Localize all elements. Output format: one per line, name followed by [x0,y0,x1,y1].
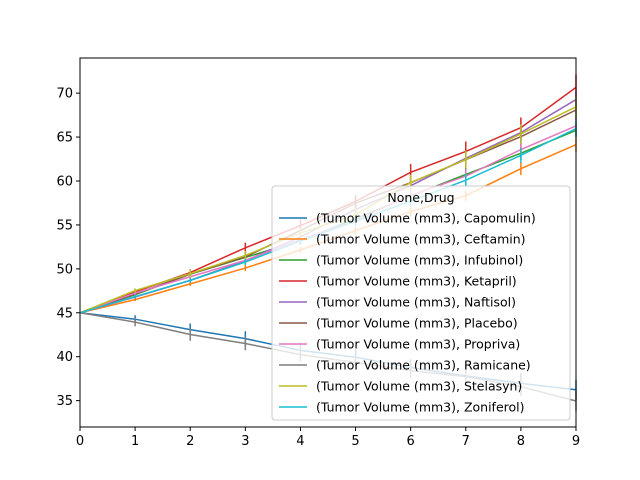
legend: None,Drug (Tumor Volume (mm3), Capomulin)… [271,185,571,421]
legend-item: (Tumor Volume (mm3), Ramicane) [279,358,531,373]
legend-item: (Tumor Volume (mm3), Stelasyn) [279,379,522,394]
y-tick-label: 35 [56,394,73,409]
legend-item: (Tumor Volume (mm3), Capomulin) [279,211,536,226]
y-tick-label: 50 [56,262,73,277]
legend-item: (Tumor Volume (mm3), Placebo) [279,316,518,331]
legend-item: (Tumor Volume (mm3), Ketapril) [279,274,517,289]
y-tick-label: 60 [56,175,73,190]
y-tick-label: 40 [56,350,73,365]
legend-label: (Tumor Volume (mm3), Capomulin) [316,211,536,226]
legend-label: (Tumor Volume (mm3), Infubinol) [316,253,523,268]
y-tick-label: 65 [56,131,73,146]
legend-item: (Tumor Volume (mm3), Propriva) [279,337,520,352]
axes-frame [79,57,577,428]
legend-label: (Tumor Volume (mm3), Zoniferol) [316,400,525,415]
legend-item: (Tumor Volume (mm3), Infubinol) [279,253,523,268]
legend-item: (Tumor Volume (mm3), Zoniferol) [279,400,525,415]
legend-label: (Tumor Volume (mm3), Ketapril) [316,274,517,289]
x-tick-label: 1 [131,434,139,449]
y-tick-label: 55 [56,218,73,233]
legend-label: (Tumor Volume (mm3), Placebo) [316,316,518,331]
legend-item: (Tumor Volume (mm3), Ceftamin) [279,232,526,247]
legend-item: (Tumor Volume (mm3), Naftisol) [279,295,516,310]
legend-label: (Tumor Volume (mm3), Stelasyn) [316,379,522,394]
legend-label: (Tumor Volume (mm3), Propriva) [316,337,520,352]
legend-title: None,Drug [387,190,454,205]
legend-label: (Tumor Volume (mm3), Ramicane) [316,358,531,373]
y-tick-label: 70 [56,87,73,102]
y-tick-label: 45 [56,306,73,321]
x-tick-label: 6 [407,434,415,449]
x-tick-label: 5 [351,434,359,449]
legend-label: (Tumor Volume (mm3), Ceftamin) [316,232,526,247]
x-tick-label: 4 [296,434,304,449]
x-tick-label: 2 [186,434,194,449]
legend-box [271,185,571,421]
x-tick-label: 0 [76,434,84,449]
x-tick-label: 3 [241,434,249,449]
x-tick-label: 7 [462,434,470,449]
x-tick-label: 9 [572,434,580,449]
x-tick-label: 8 [517,434,525,449]
legend-label: (Tumor Volume (mm3), Naftisol) [316,295,516,310]
